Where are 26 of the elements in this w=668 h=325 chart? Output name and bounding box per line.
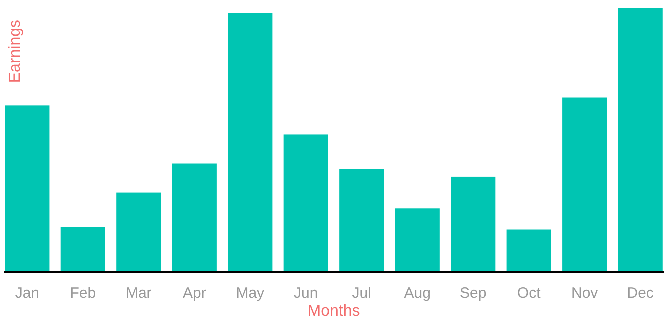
x-tick-label: May bbox=[236, 285, 266, 302]
x-axis-title: Months bbox=[308, 303, 360, 320]
bar bbox=[172, 164, 217, 272]
bar bbox=[562, 98, 608, 272]
bar bbox=[618, 8, 663, 272]
x-tick-label: Dec bbox=[627, 285, 654, 302]
x-tick-label: Feb bbox=[70, 285, 96, 302]
bar bbox=[451, 176, 496, 272]
bar bbox=[506, 230, 552, 272]
bar bbox=[284, 134, 328, 272]
x-tick-label: Sep bbox=[460, 285, 487, 302]
bar bbox=[116, 192, 162, 272]
x-tick-label: Jul bbox=[352, 285, 372, 302]
bar bbox=[340, 169, 384, 272]
x-tick-label: Oct bbox=[517, 285, 542, 302]
x-tick-label: Aug bbox=[404, 285, 431, 302]
y-axis-title: Earnings bbox=[7, 20, 24, 84]
bar bbox=[228, 13, 273, 272]
bar bbox=[395, 208, 440, 272]
x-tick-label: Apr bbox=[182, 285, 206, 302]
x-tick-label: Jan bbox=[15, 285, 40, 302]
bar bbox=[5, 106, 50, 272]
x-tick-label: Jun bbox=[294, 285, 318, 302]
x-tick-label: Nov bbox=[572, 285, 599, 302]
bar bbox=[60, 227, 106, 272]
x-tick-label: Mar bbox=[126, 285, 152, 302]
